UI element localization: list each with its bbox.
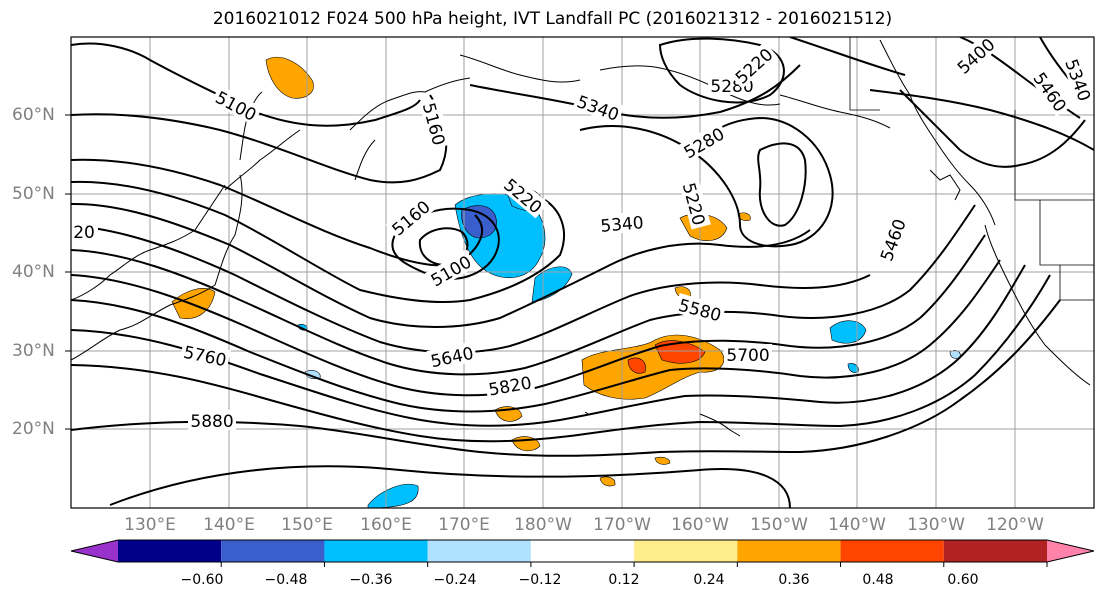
lat-ticks: [65, 114, 71, 430]
colorbar-tick-label: −0.24: [433, 572, 477, 588]
contour-label: 5700: [726, 346, 769, 366]
lon-label: 180°W: [514, 515, 572, 535]
colorbar-swatch: [737, 540, 841, 562]
colorbar-swatch: [1047, 540, 1094, 562]
lon-label: 170°E: [438, 515, 490, 535]
colorbar-swatch: [427, 540, 531, 562]
lat-label: 50°N: [12, 184, 55, 204]
lat-label: 40°N: [12, 262, 55, 282]
contour-label: 20: [73, 223, 95, 243]
lon-label: 120°W: [986, 515, 1044, 535]
lon-label: 170°W: [593, 515, 651, 535]
ivt-positive-blob: [265, 56, 314, 99]
ivt-positive-core: [627, 357, 646, 374]
colorbar-swatch: [943, 540, 1047, 562]
colorbar-swatch: [530, 540, 635, 562]
lon-label: 150°W: [750, 515, 808, 535]
lon-label: 150°E: [281, 515, 333, 535]
colorbar-tick-label: 0.60: [947, 572, 979, 588]
lon-label: 130°E: [124, 515, 176, 535]
colorbar-tick-label: 0.12: [608, 572, 640, 588]
colorbar-swatch: [71, 540, 118, 562]
lon-label: 160°W: [671, 515, 729, 535]
colorbar-outline: [70, 539, 1095, 563]
contour-label: 5340: [600, 213, 645, 237]
colorbar: [70, 539, 1095, 567]
colorbar-tick-label: 0.48: [862, 572, 894, 588]
political-boundaries: [849, 37, 1094, 301]
lat-label: 20°N: [12, 419, 55, 439]
ivt-negative-blob: [531, 266, 573, 303]
lon-label: 140°W: [828, 515, 886, 535]
lat-label: 30°N: [12, 341, 55, 361]
ivt-positive-blob: [171, 288, 216, 319]
lon-label: 140°E: [203, 515, 255, 535]
lon-label: 160°E: [360, 515, 412, 535]
colorbar-swatch: [840, 540, 944, 562]
lon-label: 130°W: [907, 515, 965, 535]
map-title: 2016021012 F024 500 hPa height, IVT Land…: [212, 9, 893, 29]
colorbar-tick-label: −0.60: [180, 572, 224, 588]
ivt-negative-blob: [847, 363, 859, 373]
colorbar-swatch: [324, 540, 428, 562]
colorbar-swatch: [634, 540, 738, 562]
height-contours: [71, 37, 1094, 508]
ivt-negative-blob: [367, 484, 419, 508]
colorbar-tick-label: −0.36: [349, 572, 393, 588]
colorbar-swatch: [221, 540, 325, 562]
ivt-positive-core: [654, 340, 706, 364]
colorbar-tick-label: −0.48: [264, 572, 308, 588]
colorbar-tick-label: 0.24: [693, 572, 725, 588]
colorbar-tick-label: −0.12: [518, 572, 562, 588]
lat-label: 60°N: [12, 105, 55, 125]
colorbar-swatch: [118, 540, 222, 562]
ivt-positive-blob: [654, 456, 671, 465]
ivt-positive-blob: [599, 476, 616, 487]
contour-label: 5880: [190, 412, 233, 432]
colorbar-tick-label: 0.36: [778, 572, 810, 588]
